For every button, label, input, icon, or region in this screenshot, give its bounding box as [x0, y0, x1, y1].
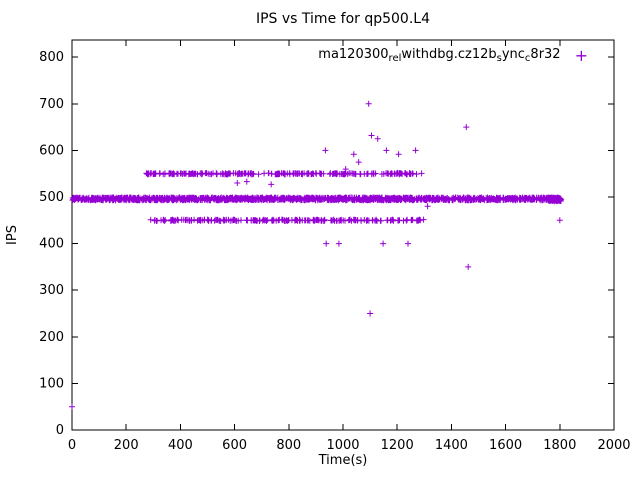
x-tick-label: 0: [68, 438, 76, 453]
x-tick-label: 1800: [543, 438, 576, 453]
legend-text-segment: 8r32: [530, 47, 561, 62]
legend-plus-marker-icon: +: [574, 45, 588, 65]
x-tick-label: 800: [276, 438, 301, 453]
y-tick-label: 600: [39, 143, 64, 158]
legend-text-segment: ma120300: [318, 47, 389, 62]
legend: ma120300relwithdbg.cz12bsyncc8r32 +: [318, 47, 588, 64]
legend-series-label: ma120300relwithdbg.cz12bsyncc8r32: [318, 47, 560, 64]
y-tick-labels: 0 100 200 300 400 500 600 700 800: [39, 50, 64, 438]
y-tick-label: 0: [56, 423, 64, 438]
x-tick-label: 1000: [326, 438, 359, 453]
y-tick-label: 700: [39, 97, 64, 112]
scatter-points: [69, 100, 565, 410]
axis-ticks: [71, 40, 615, 431]
y-tick-label: 200: [39, 330, 64, 345]
y-axis-label: IPS: [5, 225, 20, 245]
chart-title: IPS vs Time for qp500.L4: [256, 11, 430, 27]
y-tick-label: 300: [39, 283, 64, 298]
x-tick-label: 1200: [381, 438, 414, 453]
y-tick-label: 100: [39, 376, 64, 391]
legend-subscript-segment: c: [524, 53, 531, 64]
y-tick-label: 500: [39, 190, 64, 205]
plot-frame: [71, 39, 615, 431]
x-tick-label: 600: [222, 438, 247, 453]
plot-border: [71, 39, 615, 431]
x-tick-label: 200: [114, 438, 139, 453]
legend-subscript-segment: s: [496, 53, 502, 64]
y-tick-label: 800: [39, 50, 64, 65]
scatter-plus-markers: [69, 100, 565, 410]
x-tick-labels: 0 200 400 600 800 1000 1200 1400 1600 1800 2000: [68, 438, 631, 453]
x-tick-label: 1600: [489, 438, 522, 453]
legend-subscript-segment: rel: [388, 53, 402, 64]
x-tick-label: 400: [168, 438, 193, 453]
x-axis-label: Time(s): [318, 453, 368, 468]
tick-marks: [71, 40, 615, 431]
x-tick-label: 1400: [435, 438, 468, 453]
legend-text-segment: withdbg.cz12b: [401, 47, 497, 62]
y-tick-label: 400: [39, 237, 64, 252]
x-tick-label: 2000: [597, 438, 630, 453]
legend-text-segment: ync: [501, 47, 525, 62]
